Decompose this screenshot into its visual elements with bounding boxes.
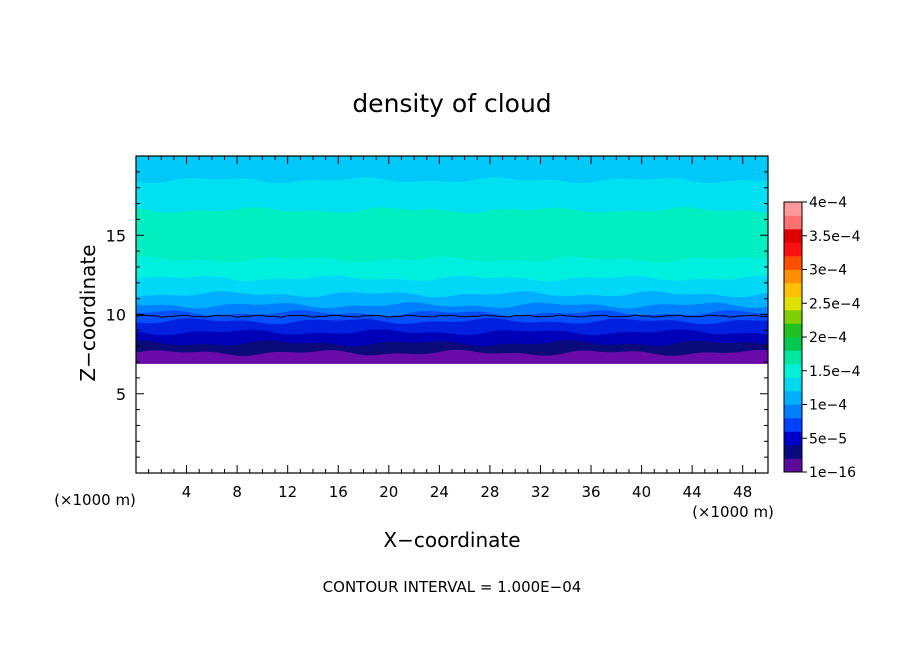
- x-tick-label: 48: [733, 483, 752, 501]
- colorbar-segment: [784, 296, 802, 311]
- x-tick-label: 16: [329, 483, 348, 501]
- colorbar-label: 5e−5: [809, 431, 847, 447]
- chart-title: density of cloud: [352, 89, 551, 118]
- colorbar-labels: 4e−4 3.5e−4 3e−4 2.5e−4 2e−4 1.5e−4 1e−4 5e−5 1e…: [802, 195, 861, 481]
- x-axis-label: X−coordinate: [383, 528, 520, 552]
- x-axis-unit: (×1000 m): [692, 503, 774, 521]
- colorbar-segment: [784, 391, 802, 405]
- colorbar-segment: [784, 229, 802, 243]
- x-axis-ticks: 4 8 12 16 20 24 28 32 36 40 44 48: [148, 156, 756, 501]
- colorbar-segment: [784, 202, 802, 216]
- x-tick-label: 44: [683, 483, 702, 501]
- colorbar-segment: [784, 337, 802, 351]
- colorbar-segment: [784, 215, 802, 230]
- colorbar-segment: [784, 310, 802, 324]
- x-tick-label: 32: [531, 483, 550, 501]
- colorbar-label: 1e−16: [809, 465, 856, 481]
- colorbar-segment: [784, 418, 802, 432]
- colorbar-segment: [784, 269, 802, 284]
- contour-line: [135, 314, 769, 318]
- colorbar-segment: [784, 364, 802, 378]
- colorbar-segment: [784, 445, 802, 459]
- x-tick-label: 24: [430, 483, 449, 501]
- y-axis-ticks: 5 10 15: [106, 171, 768, 458]
- x-tick-label: 40: [632, 483, 651, 501]
- colorbar-segment: [784, 431, 802, 446]
- colorbar-segment: [784, 283, 802, 297]
- y-tick-label: 5: [116, 385, 126, 404]
- x-tick-label: 36: [581, 483, 600, 501]
- y-axis-unit: (×1000 m): [54, 491, 136, 509]
- x-tick-label: 4: [182, 483, 192, 501]
- colorbar-label: 2.5e−4: [809, 296, 861, 312]
- colorbar-segment: [784, 323, 802, 338]
- colorbar-label: 3e−4: [809, 263, 847, 279]
- colorbar-segment: [784, 350, 802, 365]
- colorbar-label: 1e−4: [809, 398, 847, 414]
- x-tick-label: 28: [480, 483, 499, 501]
- colorbar-label: 2e−4: [809, 330, 847, 346]
- colorbar-label: 4e−4: [809, 195, 847, 211]
- colorbar: [783, 201, 803, 473]
- x-tick-label: 12: [278, 483, 297, 501]
- colorbar-label: 3.5e−4: [809, 229, 861, 245]
- y-axis-label: Z−coordinate: [76, 244, 100, 381]
- plot-area: [135, 155, 769, 364]
- x-tick-label: 20: [379, 483, 398, 501]
- y-tick-label: 10: [106, 306, 126, 325]
- colorbar-segment: [784, 256, 802, 270]
- colorbar-label: 1.5e−4: [809, 364, 861, 380]
- field-layer-10: [135, 176, 769, 214]
- field-layer-9: [135, 206, 769, 263]
- x-tick-label: 8: [232, 483, 242, 501]
- colorbar-segment: [784, 377, 802, 392]
- y-tick-label: 15: [106, 226, 126, 245]
- colorbar-segment: [784, 458, 802, 473]
- colorbar-segment: [784, 404, 802, 419]
- colorbar-segment: [784, 242, 802, 257]
- contour-interval-note: CONTOUR INTERVAL = 1.000E−04: [323, 578, 582, 596]
